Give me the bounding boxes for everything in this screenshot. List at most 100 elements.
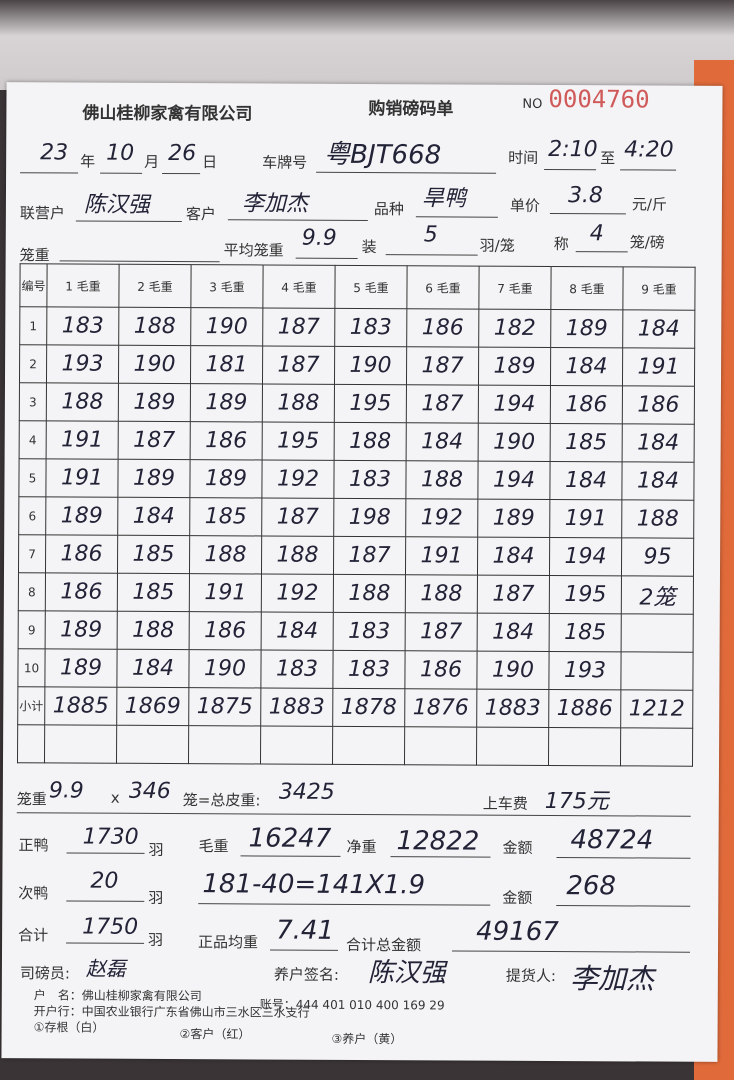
weight-cell: 186 <box>406 308 479 348</box>
weight-cell: 189 <box>117 459 191 498</box>
weight-cell: 191 <box>45 458 119 498</box>
day-label: 日 <box>202 153 218 172</box>
weight-cell: 186 <box>45 534 118 574</box>
weight-value: 186 <box>205 428 248 454</box>
weight-value: 192 <box>420 505 463 531</box>
weight-value: 189 <box>205 390 248 416</box>
table-row: 6 189 184 185 187 198 192 189 191 188 <box>18 496 694 539</box>
load-value: 5 <box>423 222 438 248</box>
weight-value: 1883 <box>484 695 541 721</box>
weight-value: 188 <box>420 467 464 493</box>
weight-cell: 191 <box>189 573 262 612</box>
total-tare-label: 笼=总皮重: <box>182 791 261 810</box>
cage-count: 346 <box>128 778 171 805</box>
weight-value: 189 <box>59 655 103 681</box>
weight-value: 194 <box>492 467 536 493</box>
weight-cell: 184 <box>117 497 190 536</box>
table-row: 5 191 189 189 192 183 188 194 184 184 <box>18 458 695 501</box>
weight-value: 187 <box>421 353 464 379</box>
weight-cell: 189 <box>45 496 118 536</box>
price-unit: 元/斤 <box>631 195 668 214</box>
weight-cell: 188 <box>46 382 119 422</box>
time-label: 时间 <box>508 148 539 167</box>
weight-value: 189 <box>493 353 536 379</box>
weight-value: 190 <box>133 351 176 378</box>
empty-row <box>17 724 693 767</box>
weight-cell: 185 <box>550 423 623 462</box>
weight-cell: 194 <box>478 385 551 424</box>
weight-value: 188 <box>204 542 247 568</box>
weight-cell: 191 <box>549 499 622 538</box>
serial-number: 0004760 <box>548 84 650 114</box>
variety-value: 旱鸭 <box>421 186 467 212</box>
weight-cell: 1878 <box>332 688 405 727</box>
weight-cell: 1876 <box>404 688 477 728</box>
column-header: 7 毛重 <box>478 266 552 310</box>
weight-table: 编号 1 毛重 2 毛重 3 毛重 4 毛重 5 毛重 6 毛重 7 毛重 8 毛重 9 毛重 1… <box>17 263 696 767</box>
table-row: 4 191 187 186 195 188 184 190 185 184 <box>19 420 695 463</box>
weight-value: 185 <box>204 504 247 530</box>
weight-value: 186 <box>637 392 680 418</box>
weight-cell: 188 <box>117 611 190 650</box>
weight-cell: 184 <box>622 423 695 463</box>
pickup-signature: 李加杰 <box>569 962 654 996</box>
plate-value: 粤BJT668 <box>324 139 442 171</box>
weight-value: 184 <box>637 316 680 342</box>
row-number: 9 <box>18 610 46 649</box>
weight-value: 188 <box>636 506 679 532</box>
weight-cell: 194 <box>549 537 622 576</box>
weight-value: 194 <box>493 391 536 417</box>
weight-cell: 191 <box>46 420 119 460</box>
weight-cell: 183 <box>334 308 407 347</box>
weight-cell: 188 <box>621 499 694 539</box>
weight-value: 181 <box>205 352 248 378</box>
grade2-label: 次鸭 <box>18 884 49 903</box>
grade2-count: 20 <box>90 868 119 894</box>
weight-value: 1869 <box>124 693 181 720</box>
copy-farmer: ③养户（黄） <box>331 1031 403 1047</box>
amount1-value: 48724 <box>570 825 654 856</box>
avg-weight-value: 7.41 <box>276 915 335 946</box>
customer-value: 李加杰 <box>241 191 309 217</box>
weight-value: 185 <box>564 620 607 646</box>
row-number: 8 <box>18 572 46 611</box>
weight-cell: 186 <box>190 421 263 460</box>
plate-label: 车牌号 <box>262 153 308 172</box>
weight-value: 192 <box>276 466 320 492</box>
column-header: 8 毛重 <box>550 266 624 310</box>
weight-value: 188 <box>61 389 104 415</box>
row-number: 7 <box>18 534 46 573</box>
pickup-label: 提货人: <box>505 966 556 986</box>
weight-value: 183 <box>348 466 392 493</box>
weight-cell: 193 <box>548 651 622 690</box>
weight-value: 1878 <box>340 694 397 721</box>
weigh-label: 称 <box>553 234 569 254</box>
weight-value: 184 <box>492 543 535 569</box>
weight-value: 188 <box>420 581 463 607</box>
weight-cell: 187 <box>262 345 335 385</box>
empty-cell <box>260 725 333 765</box>
month-value: 10 <box>106 140 135 166</box>
price-value: 3.8 <box>567 183 604 209</box>
column-header: 2 毛重 <box>118 264 192 308</box>
weight-cell: 188 <box>405 460 479 500</box>
table-row: 10 189 184 190 183 183 186 190 193 <box>17 648 694 691</box>
weight-value: 188 <box>276 542 319 568</box>
weight-cell: 186 <box>189 611 262 650</box>
weight-cell: 1883 <box>260 687 333 727</box>
weight-value: 184 <box>637 430 680 456</box>
empty-cell <box>476 727 549 766</box>
weight-value: 186 <box>60 541 103 567</box>
weight-cell: 184 <box>261 611 334 651</box>
weight-cell: 183 <box>333 460 407 499</box>
row-number: 5 <box>18 458 47 497</box>
bird-unit-3: 羽 <box>148 930 164 949</box>
customer-label: 客户 <box>185 205 216 224</box>
weight-value: 187 <box>348 542 391 569</box>
weight-cell: 187 <box>262 307 335 347</box>
weight-value: 188 <box>277 390 320 416</box>
weight-cell: 188 <box>405 574 478 614</box>
to-label: 至 <box>600 149 616 168</box>
avg-weight-label: 正品均重 <box>198 933 259 952</box>
weight-cell: 183 <box>46 306 119 346</box>
